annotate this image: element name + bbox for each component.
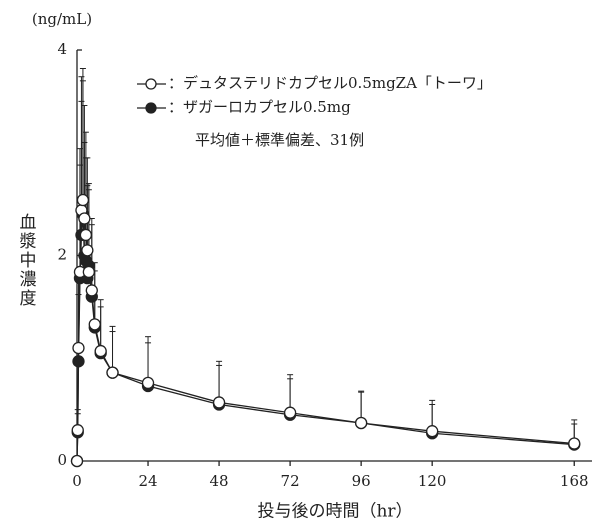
data-point (106, 366, 119, 379)
legend-marker (145, 78, 157, 90)
data-point (72, 355, 85, 368)
x-tick-label: 96 (352, 472, 371, 490)
data-point (81, 244, 94, 257)
data-point (79, 228, 93, 242)
x-tick-label: 168 (560, 472, 589, 490)
error-bar (109, 331, 116, 373)
data-point (70, 454, 84, 468)
y-tick-label: 0 (57, 451, 67, 469)
series-line (76, 214, 575, 462)
data-point (85, 284, 98, 297)
legend-marker (145, 102, 157, 114)
x-axis-label: 投与後の時間（hr） (257, 502, 412, 522)
error-bar (79, 80, 86, 215)
x-tick-label: 24 (138, 472, 157, 490)
data-point (568, 437, 581, 450)
data-point (76, 193, 90, 207)
series-line (76, 199, 575, 462)
x-tick-label: 72 (281, 472, 300, 490)
data-point (88, 318, 101, 331)
y-tick-label: 2 (57, 246, 67, 264)
y-axis-label: 血漿中濃度 (16, 213, 37, 308)
legend-label: ：ザガーロカプセル0.5mg (168, 98, 351, 116)
data-point (71, 424, 84, 437)
data-point (283, 406, 297, 419)
data-point (212, 396, 226, 409)
x-tick-label: 48 (210, 472, 229, 490)
data-point (354, 416, 368, 430)
y-unit: (ng/mL) (32, 10, 92, 28)
note: 平均値＋標準偏差、31例 (195, 131, 364, 149)
data-point (72, 341, 85, 355)
data-point (426, 425, 439, 438)
x-tick-label: 120 (418, 472, 447, 490)
data-point (94, 344, 107, 358)
data-point (82, 265, 95, 279)
x-tick-label: 0 (72, 472, 82, 490)
legend-label: ：デュタステリドカプセル0.5mgZA「トーワ」 (168, 74, 492, 92)
data-point (141, 376, 155, 390)
data-point (78, 212, 91, 225)
y-tick-label: 4 (57, 40, 67, 58)
